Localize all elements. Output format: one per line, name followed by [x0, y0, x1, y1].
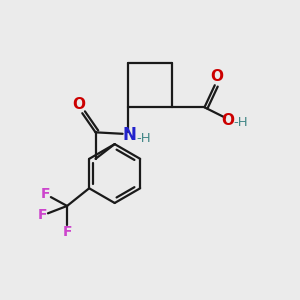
Text: F: F [62, 225, 72, 238]
Text: -H: -H [136, 132, 151, 145]
Text: F: F [38, 208, 47, 222]
Text: O: O [211, 70, 224, 85]
Text: O: O [72, 98, 85, 112]
Text: F: F [41, 187, 50, 201]
Text: N: N [122, 126, 136, 144]
Text: O: O [221, 113, 235, 128]
Text: -H: -H [233, 116, 248, 128]
